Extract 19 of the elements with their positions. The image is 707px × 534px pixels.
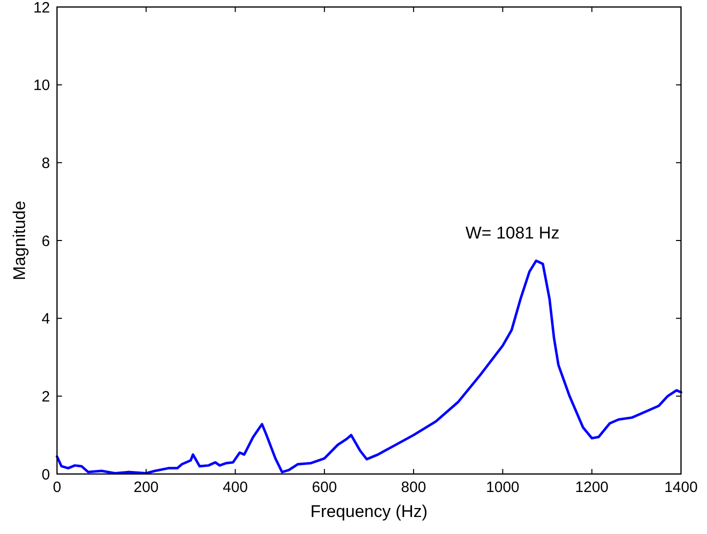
y-tick-label: 10 [33, 77, 50, 94]
annotation: W= 1081 Hz [466, 224, 560, 243]
y-tick-label: 8 [42, 154, 50, 172]
x-axis-title: Frequency (Hz) [310, 502, 428, 521]
x-tick-label: 1000 [486, 479, 520, 496]
x-tick-label: 800 [401, 479, 426, 496]
line-series [56, 259, 682, 474]
x-tick-label: 0 [52, 479, 62, 496]
x-tick-label: 400 [222, 479, 248, 496]
y-tick-label: 12 [33, 0, 50, 16]
y-tick-label: 2 [42, 388, 50, 406]
x-tick-label: 200 [134, 479, 159, 496]
y-tick-label: 4 [42, 310, 50, 328]
y-tick-label: 0 [42, 466, 50, 484]
y-tick-label: 6 [42, 232, 50, 250]
y-axis-title: Magnitude [10, 200, 29, 280]
x-tick-label: 600 [312, 479, 337, 496]
x-tick-label: 1400 [664, 479, 698, 496]
x-tick-label: 1200 [575, 479, 609, 496]
